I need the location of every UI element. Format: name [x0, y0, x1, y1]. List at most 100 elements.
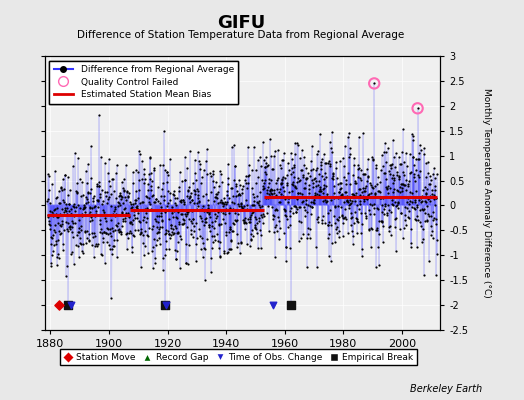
Point — [366, 180, 375, 187]
Point — [315, 171, 323, 177]
Point — [153, 213, 161, 220]
Point — [61, 207, 69, 214]
Point — [95, 217, 104, 224]
Point — [364, 173, 372, 179]
Point — [405, 178, 413, 184]
Point — [246, 236, 255, 242]
Point — [382, 159, 390, 166]
Point — [154, 184, 162, 190]
Point — [239, 217, 247, 223]
Point — [45, 173, 53, 179]
Point — [268, 166, 277, 172]
Point — [128, 248, 136, 255]
Point — [284, 160, 292, 166]
Point — [64, 201, 73, 207]
Point — [324, 159, 332, 166]
Point — [167, 224, 176, 231]
Point — [327, 145, 335, 152]
Point — [410, 204, 419, 211]
Point — [339, 155, 347, 162]
Point — [94, 203, 102, 210]
Text: Difference of Station Temperature Data from Regional Average: Difference of Station Temperature Data f… — [78, 30, 405, 40]
Point — [408, 190, 417, 196]
Point — [341, 214, 350, 221]
Point — [101, 188, 109, 195]
Point — [46, 208, 54, 214]
Point — [400, 194, 408, 200]
Point — [43, 197, 52, 204]
Point — [403, 214, 412, 220]
Point — [401, 212, 409, 218]
Point — [127, 219, 136, 226]
Point — [242, 197, 250, 204]
Point — [220, 250, 228, 256]
Point — [66, 208, 74, 214]
Point — [396, 210, 405, 216]
Point — [285, 195, 293, 202]
Point — [287, 205, 296, 211]
Point — [332, 229, 341, 236]
Point — [421, 218, 430, 224]
Point — [320, 176, 329, 182]
Point — [95, 183, 103, 189]
Point — [333, 224, 341, 231]
Point — [378, 152, 387, 158]
Point — [261, 164, 270, 170]
Point — [133, 203, 141, 209]
Point — [363, 178, 372, 184]
Point — [256, 154, 264, 160]
Point — [129, 207, 138, 214]
Point — [71, 208, 80, 214]
Point — [176, 169, 184, 176]
Point — [249, 190, 257, 197]
Point — [410, 216, 419, 222]
Point — [277, 181, 285, 187]
Point — [86, 190, 94, 196]
Point — [146, 154, 154, 160]
Point — [159, 207, 168, 213]
Point — [226, 236, 235, 243]
Point — [315, 188, 324, 194]
Point — [408, 154, 417, 160]
Point — [110, 236, 118, 243]
Point — [62, 211, 71, 217]
Point — [154, 198, 162, 204]
Point — [110, 243, 118, 250]
Point — [244, 179, 252, 186]
Point — [322, 174, 330, 181]
Point — [195, 158, 204, 164]
Point — [279, 206, 288, 212]
Point — [84, 198, 92, 205]
Point — [288, 209, 297, 216]
Point — [386, 171, 395, 177]
Point — [312, 183, 320, 189]
Point — [143, 232, 151, 239]
Point — [140, 206, 149, 212]
Point — [92, 208, 101, 214]
Point — [220, 194, 228, 201]
Point — [421, 184, 429, 191]
Point — [301, 197, 310, 204]
Point — [172, 213, 180, 220]
Point — [419, 187, 427, 194]
Point — [235, 182, 244, 188]
Point — [110, 187, 118, 194]
Point — [237, 185, 246, 192]
Point — [330, 213, 339, 220]
Point — [320, 197, 329, 204]
Point — [411, 197, 419, 204]
Point — [276, 186, 284, 192]
Point — [48, 252, 56, 258]
Point — [350, 220, 358, 226]
Point — [269, 302, 277, 308]
Point — [432, 171, 441, 177]
Point — [141, 210, 150, 216]
Point — [137, 207, 146, 213]
Point — [331, 226, 340, 232]
Point — [180, 199, 188, 206]
Point — [87, 213, 95, 220]
Point — [406, 189, 414, 195]
Point — [219, 216, 227, 222]
Point — [421, 190, 430, 196]
Point — [305, 190, 314, 196]
